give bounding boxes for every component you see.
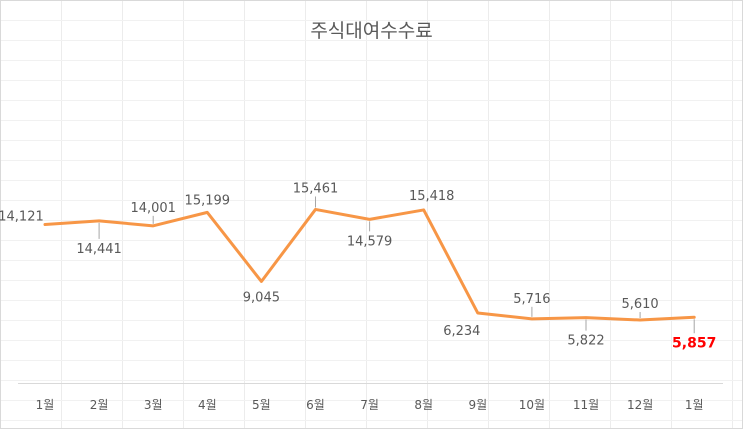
x-tick-label: 7월 bbox=[360, 398, 379, 412]
data-label: 5,822 bbox=[567, 334, 604, 349]
data-label: 14,121 bbox=[0, 209, 44, 224]
x-tick-label: 1월 bbox=[36, 398, 55, 412]
data-label: 14,441 bbox=[76, 242, 122, 257]
data-label-highlight: 5,857 bbox=[672, 335, 716, 351]
x-tick-label: 3월 bbox=[144, 398, 163, 412]
data-label: 15,199 bbox=[185, 193, 231, 208]
x-tick-label: 9월 bbox=[468, 398, 487, 412]
x-tick-label: 1월 bbox=[685, 398, 704, 412]
x-tick-label: 6월 bbox=[306, 398, 325, 412]
chart-title: 주식대여수수료 bbox=[310, 20, 433, 42]
x-tick-label: 8월 bbox=[414, 398, 433, 412]
x-tick-label: 2월 bbox=[90, 398, 109, 412]
x-tick-label: 11월 bbox=[573, 398, 599, 412]
data-label: 9,045 bbox=[243, 290, 280, 305]
x-tick-label: 5월 bbox=[252, 398, 271, 412]
data-label: 6,234 bbox=[443, 324, 480, 339]
data-label: 15,418 bbox=[409, 189, 455, 204]
data-label: 14,579 bbox=[347, 234, 393, 249]
data-label: 15,461 bbox=[293, 181, 339, 196]
data-label: 5,610 bbox=[621, 297, 658, 312]
x-tick-label: 10월 bbox=[519, 398, 545, 412]
x-tick-label: 4월 bbox=[198, 398, 217, 412]
data-label: 5,716 bbox=[513, 292, 550, 307]
data-label: 14,001 bbox=[130, 201, 176, 216]
series-line bbox=[43, 207, 696, 322]
x-tick-label: 12월 bbox=[627, 398, 653, 412]
